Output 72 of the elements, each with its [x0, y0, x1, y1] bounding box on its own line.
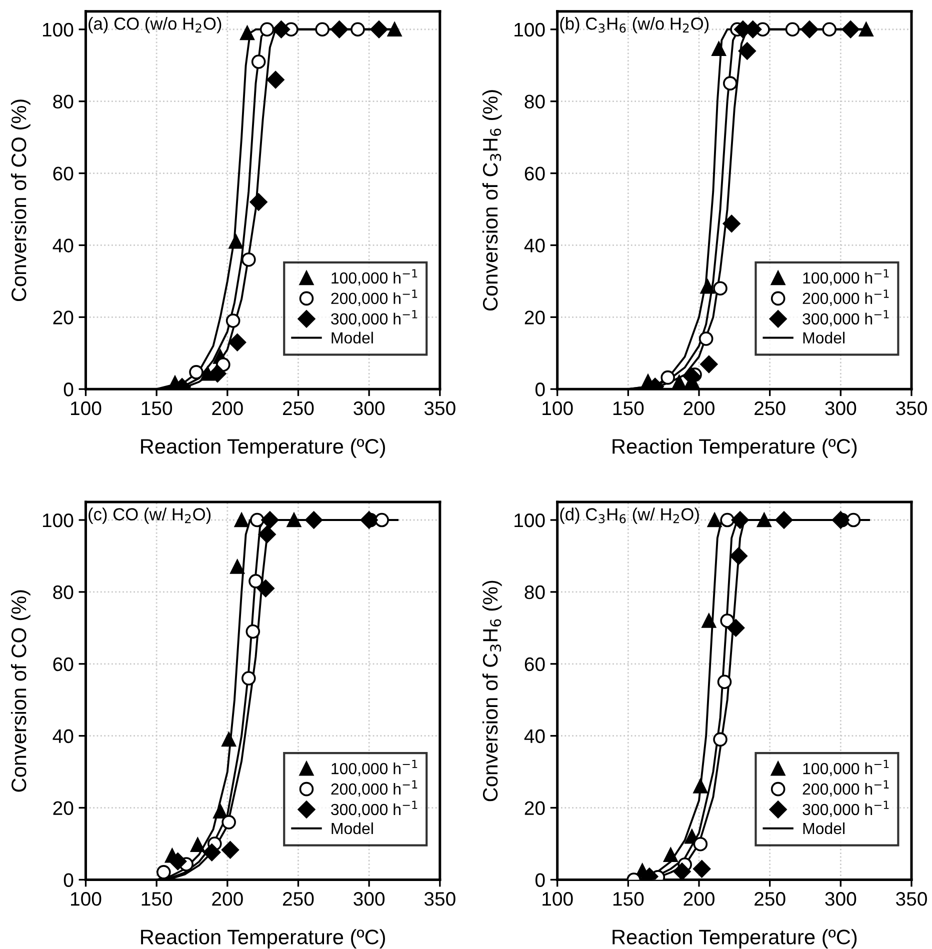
- x-axis-title: Reaction Temperature (ºC): [141, 438, 385, 458]
- y-tick-label: 60: [53, 166, 74, 180]
- x-tick-label: 200: [212, 401, 243, 416]
- legend-label: 300,000 h$^{−1}$: [331, 800, 418, 818]
- legend-label: 200,000 h$^{−1}$: [331, 780, 418, 797]
- y-tick-label: 20: [53, 310, 74, 324]
- y-tick-label: 40: [52, 729, 74, 744]
- x-tick-label: 300: [354, 892, 385, 906]
- x-tick-label: 200: [212, 892, 243, 906]
- legend-label: 300,000 h$^{−1}$: [331, 310, 418, 326]
- y-tick-label: 80: [524, 585, 545, 600]
- y-tick-label: 20: [53, 801, 74, 816]
- y-tick-label: 100: [514, 22, 545, 37]
- x-tick-label: 250: [754, 401, 786, 416]
- legend-label: 100,000 h$^{−1}$: [332, 269, 418, 286]
- legend-label: Model: [803, 332, 844, 344]
- x-tick-label: 350: [896, 401, 927, 416]
- y-axis-title: Conversion of C$_{3}$H$_{6}$ (%): [482, 580, 502, 802]
- legend-label: 100,000 h$^{−1}$: [332, 760, 418, 776]
- x-tick-label: 200: [684, 401, 714, 416]
- legend-label: 300,000 h$^{−1}$: [802, 800, 889, 818]
- annotation: (b) C$_{3}$H$_{6}$ (w/o H$_{2}$O): [560, 17, 709, 34]
- legend-label: 100,000 h$^{−1}$: [803, 760, 889, 776]
- y-tick-label: 100: [42, 22, 74, 37]
- legend-label: 200,000 h$^{−1}$: [331, 290, 418, 306]
- y-tick-label: 0: [535, 382, 545, 396]
- annotation: (c) CO (w/ H$_{2}$O): [88, 508, 211, 524]
- y-tick-label: 80: [524, 94, 545, 109]
- y-axis-title: Conversion of CO (%): [10, 590, 30, 792]
- x-axis-title: Reaction Temperature (ºC): [141, 929, 385, 949]
- x-tick-label: 350: [896, 892, 927, 906]
- y-tick-label: 0: [64, 382, 74, 396]
- x-axis-title: Reaction Temperature (ºC): [612, 438, 857, 458]
- x-tick-label: 350: [424, 892, 456, 906]
- y-axis-title: Conversion of CO (%): [10, 100, 30, 302]
- x-tick-label: 350: [424, 401, 456, 416]
- y-axis-title: Conversion of C$_{3}$H$_{6}$ (%): [482, 90, 502, 311]
- legend-label: 100,000 h$^{−1}$: [803, 269, 889, 286]
- y-tick-label: 40: [52, 238, 74, 252]
- x-tick-label: 250: [283, 892, 314, 906]
- legend-label: 300,000 h$^{−1}$: [802, 310, 889, 326]
- y-tick-label: 60: [524, 166, 545, 180]
- y-tick-label: 100: [514, 513, 545, 528]
- y-tick-label: 80: [53, 585, 74, 600]
- x-tick-label: 300: [354, 401, 385, 416]
- y-tick-label: 0: [535, 873, 545, 887]
- legend-label: Model: [803, 822, 844, 834]
- y-tick-label: 60: [53, 657, 74, 672]
- x-tick-label: 250: [754, 892, 786, 906]
- legend-label: Model: [332, 332, 373, 344]
- y-tick-label: 80: [53, 94, 74, 109]
- x-axis-title: Reaction Temperature (ºC): [612, 929, 857, 949]
- y-tick-label: 100: [42, 513, 74, 528]
- y-tick-label: 0: [64, 873, 74, 887]
- x-tick-label: 150: [142, 892, 172, 906]
- x-tick-label: 300: [825, 892, 856, 906]
- legend-label: 200,000 h$^{−1}$: [802, 290, 889, 306]
- legend-label: 200,000 h$^{−1}$: [802, 780, 889, 797]
- x-tick-label: 200: [684, 892, 714, 906]
- legend-label: Model: [332, 822, 373, 834]
- y-tick-label: 40: [524, 729, 545, 744]
- x-tick-label: 150: [613, 892, 644, 906]
- y-tick-label: 60: [524, 657, 545, 672]
- annotation: (d) C$_{3}$H$_{6}$ (w/ H$_{2}$O): [560, 508, 699, 524]
- y-tick-label: 20: [524, 801, 545, 816]
- x-tick-label: 150: [142, 401, 172, 416]
- y-tick-label: 40: [524, 238, 545, 252]
- x-tick-label: 150: [613, 401, 644, 416]
- y-tick-label: 20: [524, 310, 545, 324]
- annotation: (a) CO (w/o H$_{2}$O): [88, 17, 222, 34]
- x-tick-label: 250: [283, 401, 314, 416]
- x-tick-label: 300: [825, 401, 856, 416]
